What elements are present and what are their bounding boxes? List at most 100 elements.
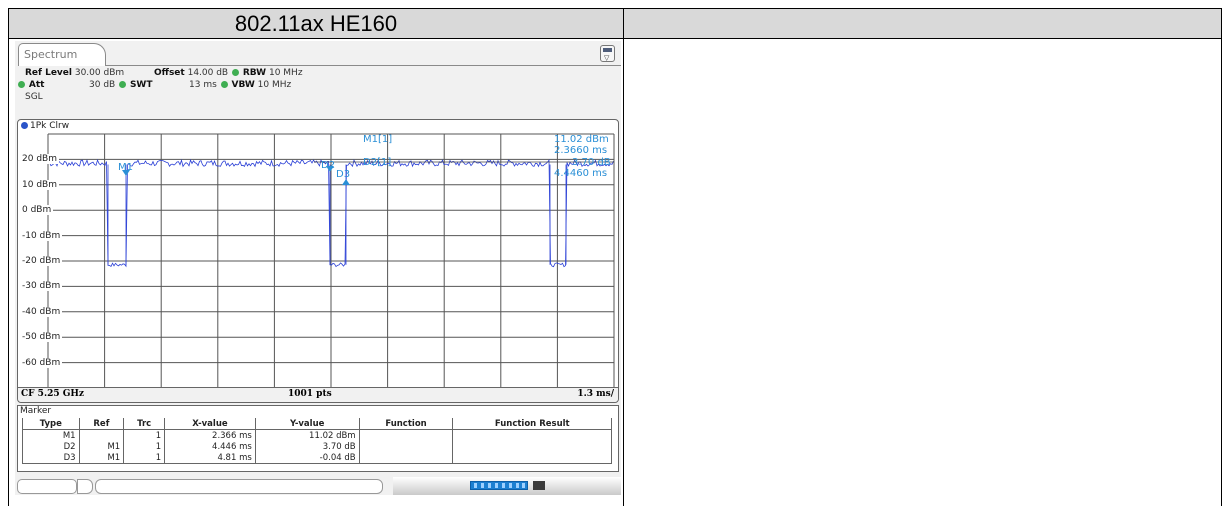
window-icon (603, 48, 612, 52)
tab-underline (106, 65, 621, 66)
marker-cell: D2 (22, 441, 80, 452)
marker-cell: M1 (78, 441, 125, 452)
marker-cell: 1 (123, 441, 166, 452)
marker-grid: Type Ref Trc X-value Y-value Function Function… (22, 418, 612, 464)
y-axis-label: -10 dBm (22, 230, 63, 241)
offset-label: Offset (154, 68, 185, 78)
m1-info-time: 2.3660 ms (554, 145, 608, 156)
marker-d2-label: D2 (321, 160, 336, 171)
sgl-indicator: SGL (25, 92, 43, 102)
status-dot-icon (220, 81, 228, 88)
status-bar (15, 475, 621, 495)
expand-icon[interactable]: ▽ (600, 45, 615, 62)
tab-spectrum[interactable]: Spectrum (18, 43, 106, 66)
marker-cell: 3.70 dB (254, 441, 360, 452)
measuring-progress-bar (470, 481, 528, 490)
swt-label: SWT (129, 80, 153, 90)
marker-m1-triangle (122, 170, 130, 176)
marker-cell (452, 429, 612, 441)
vbw-label: VBW (231, 80, 255, 90)
marker-cell (452, 441, 612, 452)
y-axis-label: 0 dBm (22, 205, 54, 216)
marker-d3-label: D3 (336, 169, 351, 180)
y-axis-label: 10 dBm (22, 179, 59, 190)
marker-col-function-result: Function Result (452, 418, 612, 430)
marker-cell (452, 452, 612, 464)
status-field-1[interactable] (17, 479, 77, 494)
settings-row-2: Att (17, 80, 44, 91)
trace-name: 1Pk Clrw (30, 121, 70, 131)
d2-info-level: 3.70 dB (572, 157, 611, 168)
offset-value: 14.00 dB (187, 68, 229, 78)
marker-cell: 4.81 ms (164, 452, 256, 464)
att-label: Att (28, 80, 45, 90)
analyzer-screenshot: Spectrum ▽ Ref Level 30.00 dBm Offset 14… (15, 41, 621, 475)
sweep-points: 1001 pts (288, 389, 332, 399)
settings-row-1: Ref Level 30.00 dBm (25, 68, 124, 79)
trace-label: 1Pk Clrw (21, 121, 69, 131)
table-row: D2 M1 1 4.446 ms 3.70 dB (22, 441, 612, 452)
m1-info-label: M1[1] (363, 134, 393, 145)
marker-col-trc: Trc (123, 418, 166, 430)
marker-col-type: Type (22, 418, 80, 430)
marker-col-x-value: X-value (164, 418, 256, 430)
y-axis-label: -60 dBm (22, 357, 63, 368)
marker-table: Marker Type Ref Trc X-value Y-value Function F… (17, 405, 619, 472)
y-axis-label: -30 dBm (22, 281, 63, 292)
ref-level-value: 30.00 dBm (74, 68, 125, 78)
page-frame: 802.11ax HE160 Spectrum ▽ Ref Level 30.0… (8, 8, 1222, 506)
y-axis-label: -20 dBm (22, 256, 63, 266)
vbw-value: 10 MHz (257, 80, 292, 90)
table-header-empty (624, 9, 1221, 39)
d2-info-label: D2[1] (363, 157, 392, 168)
table-title: 802.11ax HE160 (9, 9, 623, 39)
marker-cell (358, 429, 454, 441)
marker-cell: 1 (123, 452, 166, 464)
offset-setting: Offset 14.00 dB RBW 10 MHz (154, 68, 303, 79)
y-axis-label: 20 dBm (22, 154, 59, 165)
marker-col-function: Function (358, 418, 454, 430)
status-dot-icon (231, 69, 239, 76)
marker-cell (358, 441, 454, 452)
d2-info-time: 4.4460 ms (554, 168, 608, 179)
status-dot-icon (18, 81, 25, 88)
marker-cell: -0.04 dB (254, 452, 360, 464)
marker-col-ref: Ref (78, 418, 125, 430)
table-row: D3 M1 1 4.81 ms -0.04 dB (22, 452, 612, 464)
trace-plot (47, 133, 615, 388)
marker-cell: M1 (22, 429, 80, 441)
marker-cell: 2.366 ms (164, 429, 256, 441)
marker-d2-triangle (326, 166, 334, 172)
marker-cell: D3 (22, 452, 80, 464)
marker-cell: 1 (123, 429, 166, 441)
table-row: M1 1 2.366 ms 11.02 dBm (22, 429, 612, 441)
trace-line (47, 158, 614, 268)
center-frequency: CF 5.25 GHz (21, 389, 85, 399)
rbw-label: RBW (242, 68, 267, 78)
marker-col-y-value: Y-value (254, 418, 360, 430)
remote-icon (533, 481, 545, 490)
marker-d3-triangle (342, 179, 350, 185)
ref-level-label: Ref Level (25, 68, 72, 78)
time-per-division: 1.3 ms/ (577, 389, 614, 399)
swt-setting: 13 ms VBW 10 MHz (189, 80, 291, 91)
y-axis-label: -40 dBm (22, 306, 63, 317)
triangle-down-icon: ▽ (604, 54, 610, 62)
marker-cell: 11.02 dBm (254, 429, 360, 441)
y-axis-label: -50 dBm (22, 332, 63, 343)
spectrum-diagram[interactable]: 1Pk Clrw M1[1] 11.02 dBm 2.3660 ms D2[1]… (17, 119, 619, 403)
att-setting: 30 dB SWT (89, 80, 153, 91)
m1-info-level: 11.02 dBm (554, 134, 609, 145)
diagram-footer: CF 5.25 GHz 1001 pts 1.3 ms/ (18, 387, 618, 402)
status-field-1-end (77, 479, 93, 494)
rbw-value: 10 MHz (268, 68, 303, 78)
status-dot-icon (119, 81, 127, 88)
status-field-2[interactable] (95, 479, 383, 494)
trace-dot-icon (21, 122, 28, 129)
marker-cell: M1 (78, 452, 125, 464)
column-divider (623, 9, 624, 506)
marker-cell: 4.446 ms (164, 441, 256, 452)
marker-cell (358, 452, 454, 464)
marker-table-title: Marker (20, 406, 52, 416)
att-value: 30 dB (89, 80, 116, 90)
